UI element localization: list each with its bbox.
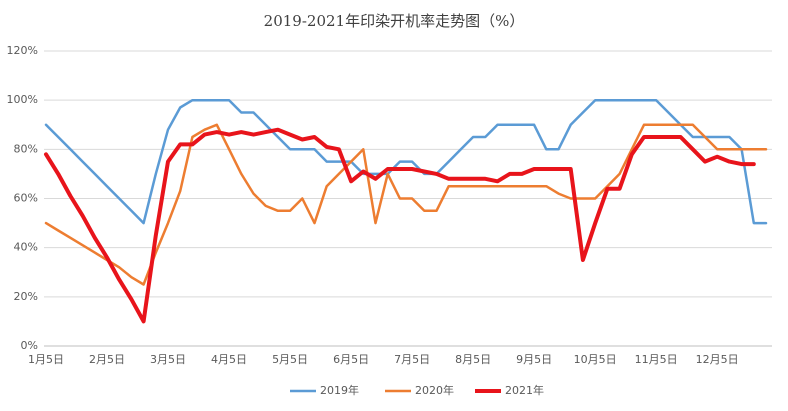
x-tick-label: 12月5日 [696,353,739,366]
x-tick-label: 1月5日 [28,353,64,366]
x-tick-label: 6月5日 [333,353,369,366]
series-line [44,123,768,286]
y-tick-label: 100% [7,93,38,106]
x-tick-label: 2月5日 [89,353,125,366]
x-tick-label: 10月5日 [574,353,617,366]
x-tick-label: 4月5日 [211,353,247,366]
legend-label: 2020年 [415,383,454,397]
x-tick-label: 5月5日 [272,353,308,366]
chart-title: 2019-2021年印染开机率走势图（%） [264,12,525,30]
y-tick-label: 120% [7,44,38,57]
y-tick-label: 60% [14,192,38,205]
y-tick-label: 80% [14,142,38,155]
series-line [44,98,768,225]
x-tick-label: 3月5日 [150,353,186,366]
x-tick-label: 9月5日 [516,353,552,366]
legend-label: 2021年 [505,383,544,397]
x-tick-label: 8月5日 [455,353,491,366]
y-tick-label: 0% [21,339,38,352]
series-line [44,127,756,324]
legend-label: 2019年 [320,383,359,397]
y-tick-label: 40% [14,241,38,254]
y-tick-label: 20% [14,290,38,303]
x-tick-label: 7月5日 [394,353,430,366]
x-tick-label: 11月5日 [635,353,678,366]
